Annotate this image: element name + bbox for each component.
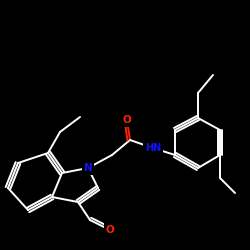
Text: HN: HN <box>145 143 161 153</box>
Text: N: N <box>84 163 92 173</box>
Text: O: O <box>122 115 132 125</box>
Text: O: O <box>106 225 114 235</box>
